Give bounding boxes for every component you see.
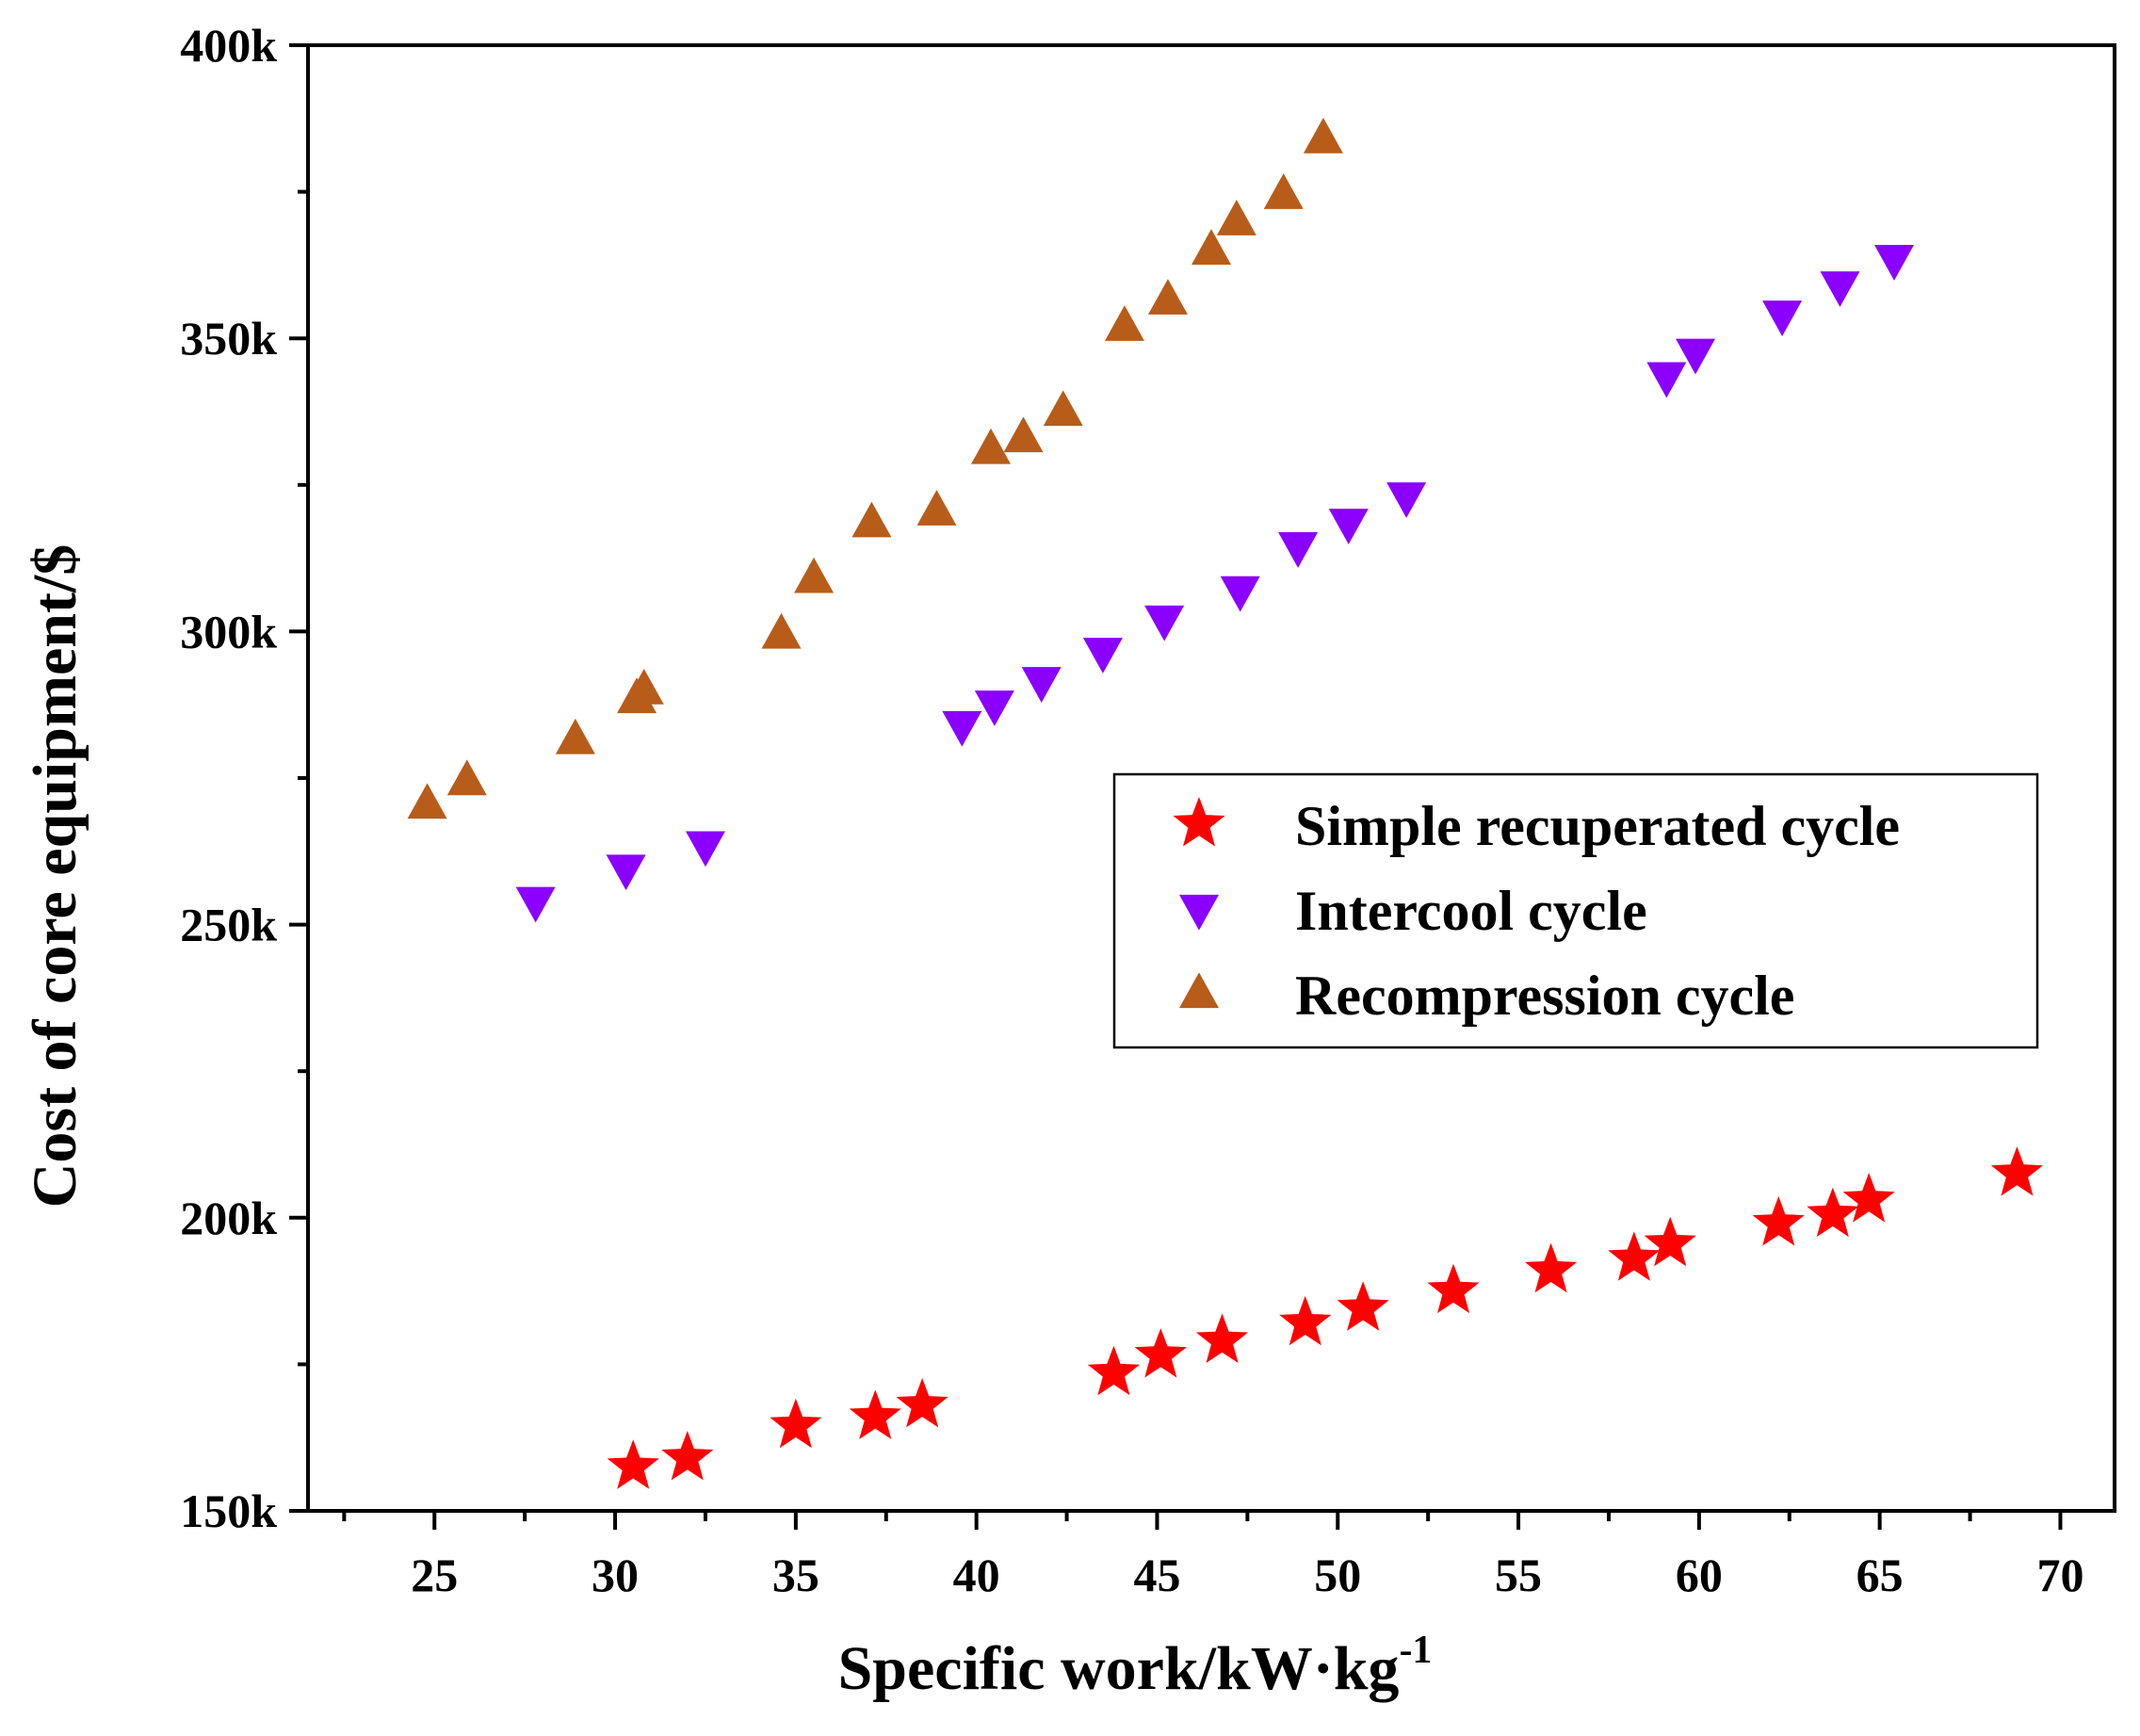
x-tick-label: 40	[953, 1549, 1000, 1601]
data-point-triangle-up	[446, 759, 487, 796]
data-point-star	[1337, 1281, 1389, 1331]
data-point-triangle-down	[1021, 667, 1062, 703]
x-axis-title-main: Specific work/kW·kg	[838, 1634, 1400, 1703]
data-point-triangle-down	[606, 854, 646, 891]
data-point-triangle-down	[1386, 482, 1427, 518]
data-point-triangle-up	[1147, 279, 1188, 315]
data-point-triangle-up	[407, 783, 447, 819]
data-point-star	[1990, 1146, 2043, 1196]
data-point-triangle-up	[971, 428, 1012, 464]
data-point-triangle-down	[1144, 605, 1185, 641]
legend-label: Recompression cycle	[1295, 965, 1794, 1027]
x-tick-label: 30	[592, 1549, 639, 1601]
data-point-star	[1525, 1242, 1578, 1293]
x-tick-label: 35	[772, 1549, 819, 1601]
legend-marker-triangle-down	[1179, 894, 1219, 931]
data-point-triangle-up	[1216, 200, 1256, 235]
data-point-triangle-up	[1192, 229, 1231, 265]
data-point-triangle-down	[1220, 576, 1260, 612]
data-point-triangle-down	[1762, 300, 1803, 336]
data-point-star	[1134, 1328, 1187, 1378]
data-point-triangle-down	[1082, 638, 1123, 673]
ticks: 25 30 35 40 45 50 55 60 65 70 150k 200k 250k 300k 350k…	[180, 19, 2083, 1601]
data-point-triangle-down	[685, 831, 725, 868]
data-point-star	[1279, 1295, 1332, 1346]
series-triangle-down	[515, 245, 1915, 923]
data-point-star	[1842, 1173, 1895, 1223]
legend-label: Intercool cycle	[1295, 880, 1647, 942]
y-tick-label: 150k	[180, 1485, 277, 1537]
y-tick-label: 300k	[180, 605, 277, 657]
x-tick-label: 60	[1676, 1549, 1723, 1601]
data-point-star	[1195, 1313, 1249, 1363]
y-tick-label: 350k	[180, 312, 277, 365]
data-points	[407, 117, 2043, 1489]
data-point-star	[607, 1439, 659, 1489]
x-tick-label: 65	[1856, 1549, 1904, 1601]
data-point-triangle-up	[1263, 173, 1304, 209]
x-axis-title-superscript: -1	[1399, 1629, 1432, 1672]
data-point-triangle-up	[624, 668, 664, 705]
data-point-star	[896, 1378, 948, 1428]
x-tick-label: 45	[1133, 1549, 1180, 1601]
data-point-triangle-up	[1104, 305, 1144, 341]
series-star	[607, 1146, 2043, 1489]
data-point-triangle-up	[1303, 117, 1343, 154]
y-tick-label: 400k	[180, 19, 277, 72]
data-point-triangle-down	[1278, 532, 1319, 568]
data-point-triangle-down	[974, 690, 1014, 726]
legend-label: Simple recuperated cycle	[1295, 795, 1900, 857]
series-triangle-up	[407, 117, 1343, 819]
data-point-star	[1752, 1196, 1805, 1246]
legend-box	[1112, 772, 2039, 1049]
y-tick-label: 250k	[180, 899, 277, 951]
data-point-triangle-up	[794, 557, 835, 593]
x-tick-label: 50	[1314, 1549, 1361, 1601]
legend-marker-triangle-up	[1179, 972, 1219, 1009]
x-axis-title: Specific work/kW·kg-1	[838, 1629, 1433, 1703]
data-point-triangle-down	[1676, 338, 1716, 375]
data-point-triangle-down	[1874, 245, 1915, 281]
data-point-triangle-up	[1043, 390, 1083, 427]
y-axis-title: Cost of core equipment/$	[21, 544, 89, 1209]
data-point-triangle-down	[1646, 362, 1687, 398]
y-tick-label: 200k	[180, 1192, 277, 1244]
data-point-triangle-up	[555, 718, 595, 754]
x-tick-label: 55	[1495, 1549, 1542, 1601]
x-tick-label: 70	[2036, 1549, 2083, 1601]
data-point-star	[1608, 1231, 1661, 1281]
legend: Simple recuperated cycle Intercool cycle R…	[1112, 772, 2039, 1049]
data-point-triangle-down	[515, 886, 556, 923]
data-point-triangle-up	[1003, 416, 1044, 453]
data-point-star	[661, 1431, 714, 1481]
data-point-triangle-down	[1820, 271, 1860, 307]
data-point-star	[1644, 1216, 1696, 1267]
data-point-triangle-up	[916, 490, 957, 526]
data-point-star	[849, 1389, 901, 1439]
data-point-star	[1087, 1345, 1140, 1396]
data-point-star	[1427, 1263, 1480, 1314]
data-point-star	[770, 1398, 822, 1449]
data-point-triangle-down	[1328, 509, 1369, 544]
data-point-triangle-up	[761, 612, 802, 649]
legend-marker-star	[1173, 797, 1225, 847]
data-point-star	[1807, 1187, 1859, 1238]
data-point-triangle-up	[851, 501, 892, 538]
x-tick-label: 25	[411, 1549, 458, 1601]
data-point-triangle-down	[942, 710, 982, 747]
